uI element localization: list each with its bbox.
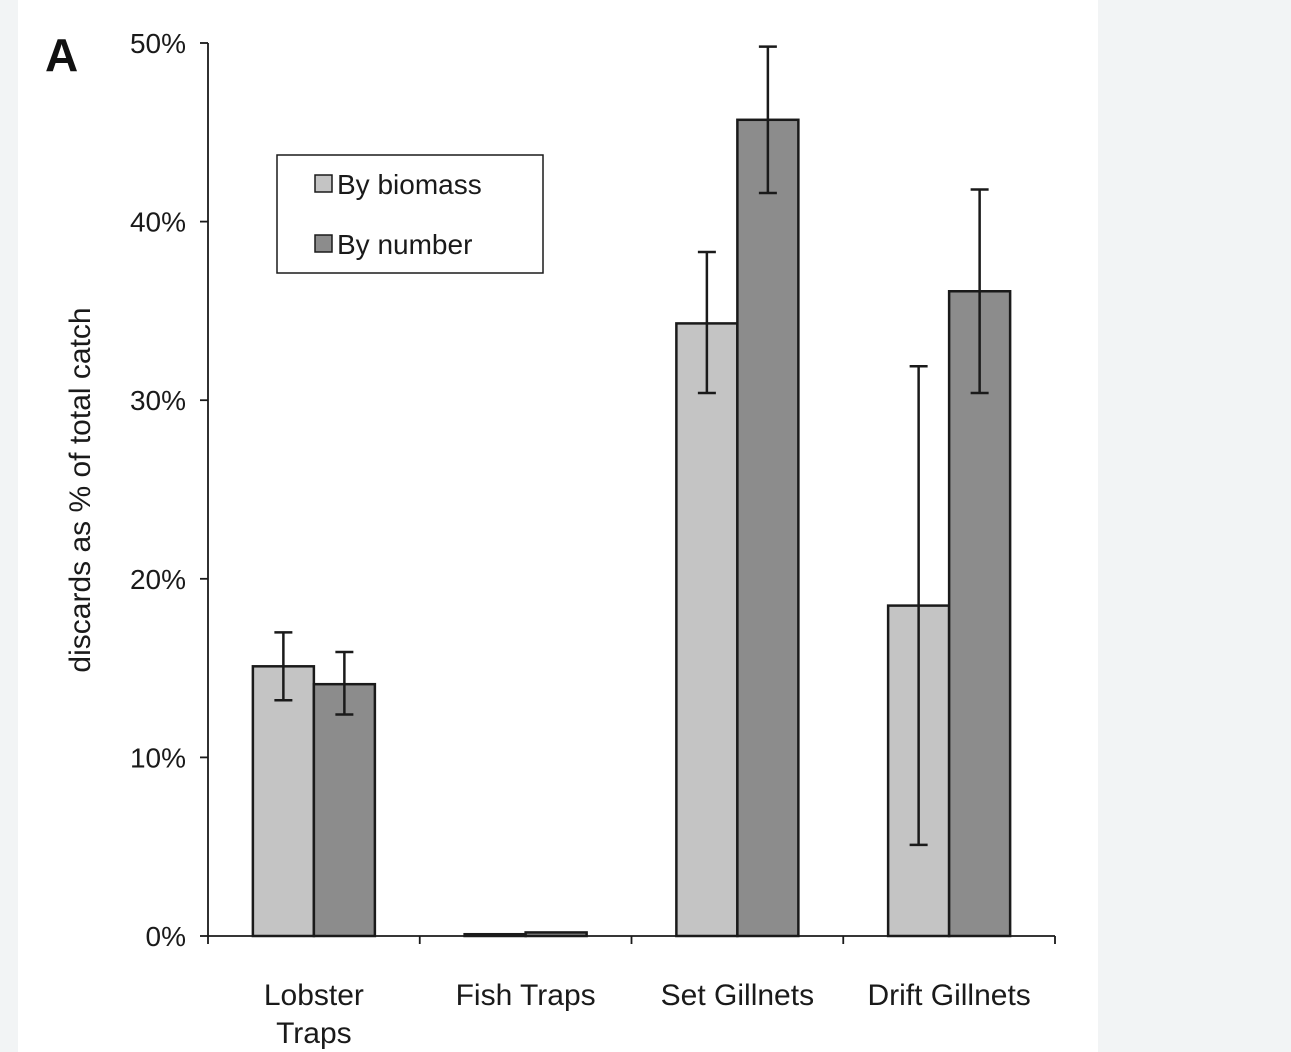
error-bar-biomass-3 [909,365,928,847]
bar-number-2 [736,118,800,938]
y-tick-label-4: 40% [130,207,186,238]
error-bar-number-3 [970,188,989,395]
x-tick-label-2: Set Gillnets [661,979,814,1012]
panel-label: A [45,29,78,81]
error-bar-number-2 [758,45,777,195]
legend-swatch-number [314,234,333,253]
y-tick-label-1: 10% [130,742,186,773]
legend-label-biomass: By biomass [337,169,482,200]
bar-chart: 0% 10% 20% 30% 40% 50% Lobster Traps Fish Traps… [45,28,1056,1050]
y-tick-label-2: 20% [130,564,186,595]
axes-layer [207,43,1056,944]
y-tick-label-3: 30% [130,385,186,416]
left-margin-strip [0,0,18,1052]
error-bar-biomass-0 [274,631,293,702]
error-bars-layer [274,45,989,847]
legend-swatch-biomass [314,174,333,193]
y-ticks-layer: 0% 10% 20% 30% 40% 50% [130,28,208,952]
x-tick-label-0: Lobster Traps [264,979,364,1050]
x-tick-label-3: Drift Gillnets [867,979,1030,1012]
side-panel [1098,0,1291,1052]
category-labels-layer: Lobster Traps Fish Traps Set Gillnets Drift … [264,979,1031,1050]
error-bar-number-0 [335,650,354,716]
legend: By biomass By number [276,154,544,274]
x-tick-label-1: Fish Traps [456,979,596,1012]
y-axis-label: discards as % of total catch [64,307,97,672]
y-tick-label-0: 0% [146,921,186,952]
y-tick-label-5: 50% [130,28,186,59]
bars-layer [251,118,1012,938]
error-bar-biomass-2 [697,250,716,395]
bar-number-0 [312,682,377,938]
bar-biomass-0 [251,665,316,938]
bar-biomass-2 [675,322,739,938]
legend-label-number: By number [337,229,472,260]
